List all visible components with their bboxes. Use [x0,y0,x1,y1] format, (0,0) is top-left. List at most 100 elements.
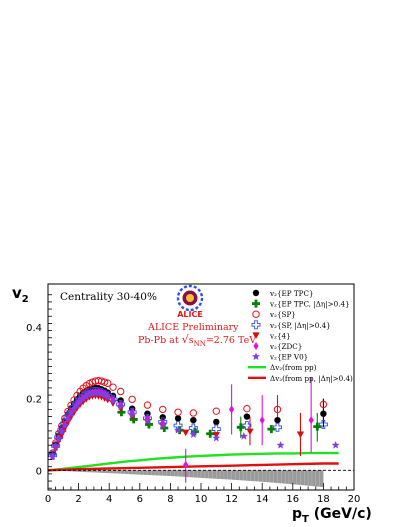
data-point-s6 [109,396,118,405]
collision-system-label: Pb-Pb at √sNN=2.76 TeV [138,333,256,348]
x-tick-label: 0 [45,494,51,505]
data-point-s1 [206,429,215,438]
x-tick-label: 20 [348,494,361,505]
data-point-s5 [229,405,235,414]
data-point-s6 [143,416,152,425]
svg-text:ALICE: ALICE [177,310,203,319]
legend-label: v₂{4} [269,331,291,340]
data-point-s0 [190,416,197,424]
legend-marker [252,310,260,318]
data-point-s0 [274,416,281,424]
x-axis-label: pT (GeV/c) [292,506,372,525]
data-point-s6 [70,404,78,413]
data-point-s6 [116,402,125,410]
legend-label: v₂{SP, |Δη|>0.4} [269,321,331,330]
x-tick-label: 12 [225,494,238,505]
data-point-s1 [313,422,322,431]
data-point-s6 [60,420,69,429]
data-point-s3 [211,424,221,434]
legend-marker [252,352,260,360]
legend-marker [251,320,261,330]
data-point-s3 [188,423,198,433]
legend-label: Δv₂(from pp) [270,363,317,372]
data-point-s2 [103,379,112,387]
data-point-s6 [239,432,248,440]
data-point-s3 [318,419,328,429]
data-point-s6 [66,409,75,418]
data-point-s6 [158,421,167,429]
data-point-s4 [109,400,117,407]
x-tick-label: 18 [317,494,330,505]
curve-Δv₂(from pp, |Δη|>0.4) [47,462,339,472]
curve-Δv₂(from pp) [47,451,339,472]
data-point-s3 [273,422,282,432]
centrality-label: Centrality 30-40% [60,291,157,303]
x-tick-label: 2 [75,494,81,505]
y-tick-label: 0 [36,466,42,477]
data-point-s6 [51,442,60,451]
x-tick-label: 4 [106,494,112,505]
legend-marker [253,342,259,350]
data-point-s2 [143,401,152,409]
preliminary-label: ALICE Preliminary [147,322,239,333]
x-tick-label: 8 [167,494,173,505]
y-axis-label: v2 [12,284,29,305]
y-axis-ticks: 0 0.2 0.4 [26,294,52,489]
data-point-s6 [76,397,85,405]
data-point-s4 [296,431,305,439]
data-point-s1 [236,423,245,432]
data-point-s6 [85,390,94,399]
data-point-s3 [51,441,61,451]
data-point-s4 [246,428,254,436]
legend-label: Δv₂(from pp, |Δη|>0.4) [270,374,353,383]
data-point-s6 [79,394,88,403]
legend-marker [252,289,260,297]
x-tick-label: 14 [256,494,269,505]
legend-label: v₂{ZDC} [269,342,302,351]
data-point-s6 [48,451,57,460]
legend-label: v₂{EP V0} [269,353,308,362]
data-point-s6 [128,410,137,419]
data-point-s6 [73,400,82,409]
data-point-s2 [189,409,198,417]
x-axis-ticks: 0 2 4 6 8 10 12 14 16 18 20 [45,483,361,505]
data-point-s0 [243,413,251,420]
data-point-s2 [128,395,136,404]
data-point-s2 [243,404,251,413]
alice-logo: ALICE [176,284,204,319]
legend-marker [252,332,260,339]
data-point-s6 [54,434,63,443]
data-point-s6 [100,391,109,399]
y-tick-label: 0.4 [26,323,42,334]
data-point-s6 [174,425,183,434]
data-point-s2 [100,378,109,386]
legend-marker [251,299,260,308]
data-point-s6 [189,430,198,438]
data-point-s0 [320,410,327,417]
legend-label: v₂{EP TPC, |Δη|>0.4} [269,300,350,309]
data-point-s1 [117,408,126,417]
data-markers [48,377,340,469]
data-point-s0 [213,418,220,426]
legend: v₂{EP TPC} v₂{EP TPC, |Δη|>0.4}v₂{SP} v₂{S… [248,289,353,383]
x-tick-label: 6 [137,494,143,505]
systematic-uncertainty-band [48,470,324,488]
data-point-s2 [174,408,182,416]
legend-label: v₂{SP} [269,310,296,319]
data-point-s6 [331,441,340,449]
legend-label: v₂{EP TPC} [269,289,314,298]
data-point-s6 [88,389,97,398]
data-point-s6 [63,414,72,423]
y-tick-label: 0.2 [26,395,42,406]
data-point-s6 [97,389,106,398]
data-point-s4 [117,405,125,413]
x-tick-label: 16 [286,494,299,505]
data-point-s6 [276,441,285,449]
data-point-s4 [182,429,190,437]
data-point-s3 [48,450,58,460]
data-point-s6 [57,427,66,435]
data-point-s5 [259,416,265,425]
data-point-s1 [267,425,276,434]
data-point-s2 [109,383,117,391]
